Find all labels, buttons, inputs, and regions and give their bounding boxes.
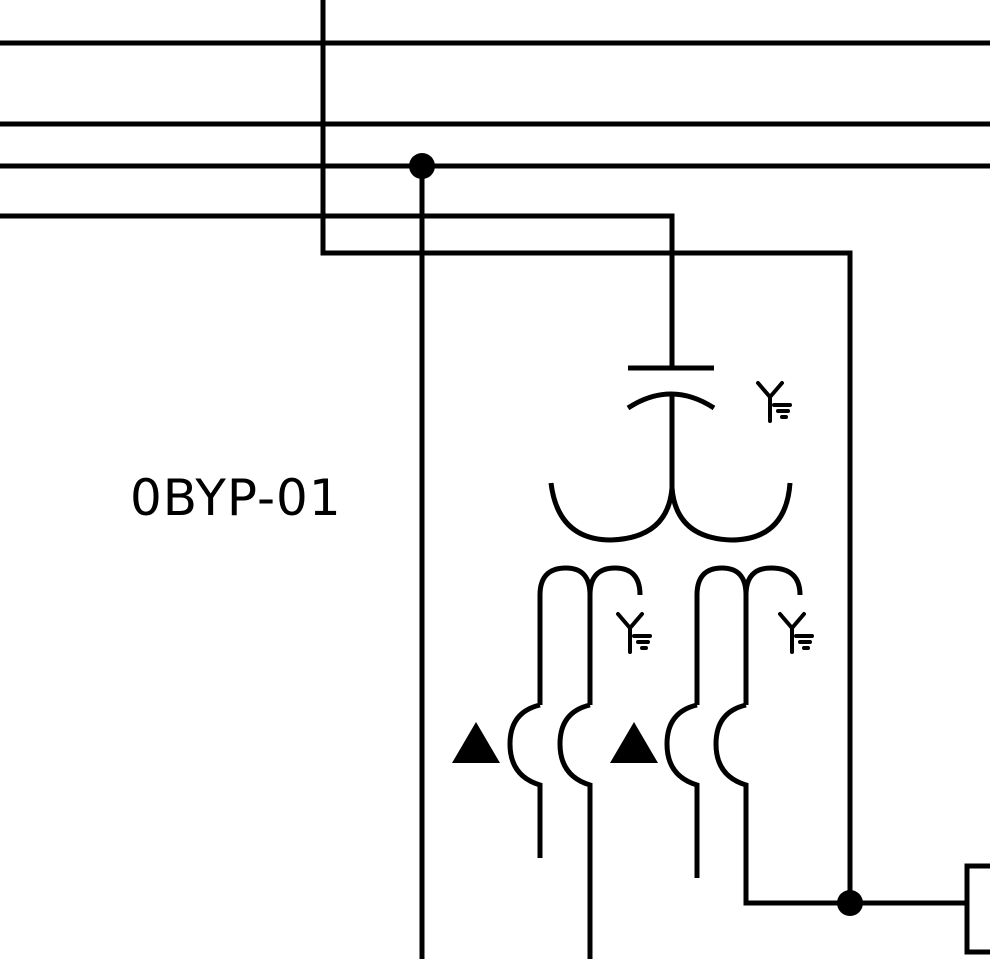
ct-left-hook-1 (507, 702, 543, 858)
secondary-right-arc-2 (743, 565, 803, 596)
wye-symbol (756, 381, 784, 423)
feeder-loop-wire (320, 0, 853, 903)
current-transformer-right (610, 702, 965, 906)
bus-lines (0, 40, 990, 368)
ct-right-hook-1 (664, 702, 700, 878)
capacitor-icon (626, 365, 716, 488)
ct-left-hook-2 (557, 702, 593, 959)
secondary-winding-left (537, 565, 643, 705)
primary-arc-right (669, 482, 793, 543)
triangle-polarity-icon (452, 722, 500, 763)
transformer-primary-winding (548, 482, 793, 543)
bus-line-4-drop (0, 213, 675, 368)
wye-symbol (778, 612, 806, 654)
wye-grounded-icon (616, 612, 652, 654)
ground-symbol (632, 634, 652, 650)
primary-arc-left (548, 482, 675, 543)
wye-grounded-icon (756, 381, 792, 423)
device-box-partial (964, 863, 990, 955)
secondary-winding-right (694, 565, 803, 705)
device-label: 0BYP-01 (130, 469, 342, 527)
junction-dot-icon (837, 890, 863, 916)
junction-dot-icon (409, 153, 435, 179)
secondary-right-arc-1 (694, 565, 749, 596)
triangle-polarity-icon (610, 722, 658, 763)
ground-symbol (772, 403, 792, 419)
capacitor-plate-curved (626, 391, 716, 411)
wye-symbol (616, 612, 644, 654)
secondary-left-arc-2 (587, 565, 643, 596)
ground-symbol (794, 634, 814, 650)
wye-grounded-icon (778, 612, 814, 654)
ct-right-hook-2 (713, 702, 965, 906)
current-transformer-left (452, 702, 593, 959)
secondary-left-arc-1 (537, 565, 593, 596)
